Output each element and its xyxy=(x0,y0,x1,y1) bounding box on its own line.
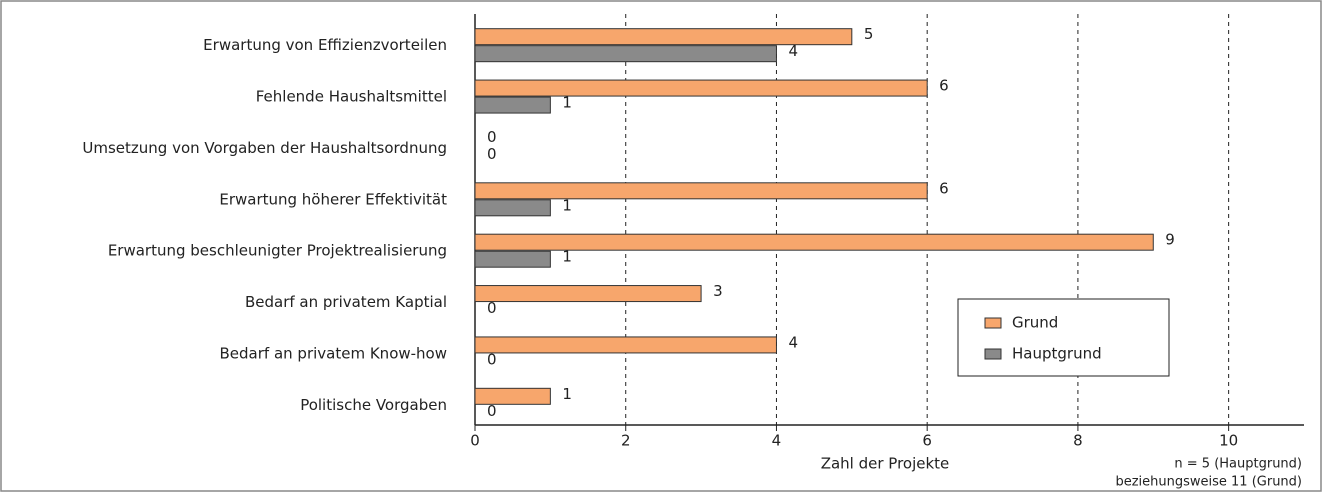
value-label: 6 xyxy=(939,77,949,95)
x-tick-label: 2 xyxy=(621,432,631,450)
bar xyxy=(474,96,551,114)
y-tick-label: Politische Vorgaben xyxy=(300,396,447,414)
value-label: 6 xyxy=(939,179,949,197)
note: beziehungsweise 11 (Grund) xyxy=(1115,475,1302,490)
bar xyxy=(474,250,551,268)
y-tick-label: Erwartung beschleunigter Projektrealisie… xyxy=(108,242,447,260)
x-tick-label: 4 xyxy=(772,432,782,450)
value-label: 1 xyxy=(562,385,572,403)
value-label: 0 xyxy=(487,299,497,317)
note: n = 5 (Hauptgrund) xyxy=(1174,457,1302,472)
y-tick-label: Umsetzung von Vorgaben der Haushaltsordn… xyxy=(82,139,447,157)
legend-label: Grund xyxy=(1012,314,1058,332)
bar xyxy=(474,387,551,405)
bar xyxy=(474,336,777,354)
x-tick-label: 10 xyxy=(1219,432,1238,450)
y-tick-label: Fehlende Haushaltsmittel xyxy=(256,88,447,106)
bar xyxy=(474,182,928,200)
value-label: 4 xyxy=(788,333,798,351)
x-tick-label: 6 xyxy=(922,432,932,450)
value-label: 4 xyxy=(788,42,798,60)
y-tick-label: Bedarf an privatem Kaptial xyxy=(245,293,447,311)
value-label: 1 xyxy=(562,196,572,214)
x-tick-label: 0 xyxy=(470,432,480,450)
value-label: 0 xyxy=(487,402,497,420)
legend-label: Hauptgrund xyxy=(1012,345,1102,363)
value-label: 3 xyxy=(713,282,723,300)
bar xyxy=(474,285,702,303)
y-tick-label: Erwartung von Effizienzvorteilen xyxy=(203,36,447,54)
value-label: 5 xyxy=(864,25,874,43)
legend-box xyxy=(957,298,1170,377)
y-tick-label: Erwartung höherer Effektivität xyxy=(219,190,447,208)
y-tick-label: Bedarf an privatem Know-how xyxy=(220,344,447,362)
bar xyxy=(474,79,928,97)
value-label: 0 xyxy=(487,145,497,163)
value-label: 9 xyxy=(1165,231,1175,249)
legend-swatch xyxy=(984,348,1002,360)
value-label: 1 xyxy=(562,94,572,112)
x-axis-label: Zahl der Projekte xyxy=(821,455,950,473)
legend-swatch xyxy=(984,317,1002,329)
value-label: 1 xyxy=(562,248,572,266)
bar xyxy=(474,28,853,46)
bar xyxy=(474,199,551,217)
value-label: 0 xyxy=(487,128,497,146)
bar xyxy=(474,45,777,63)
bar xyxy=(474,233,1154,251)
x-tick-label: 8 xyxy=(1073,432,1083,450)
value-label: 0 xyxy=(487,350,497,368)
